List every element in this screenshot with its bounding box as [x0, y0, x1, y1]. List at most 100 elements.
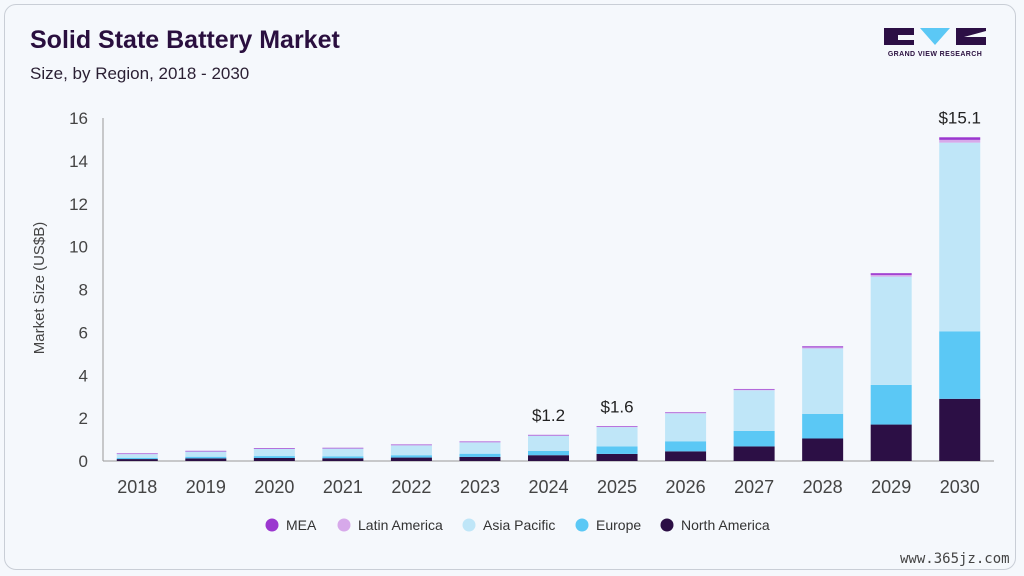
- bar-asia-pacific-2027: [733, 390, 775, 431]
- bar-latin-america-2025: [596, 426, 638, 428]
- bar-europe-2019: [185, 456, 227, 459]
- bar-mea-2030: [939, 137, 981, 140]
- bar-asia-pacific-2029: [870, 276, 912, 385]
- y-tick-label: 8: [79, 281, 88, 300]
- y-tick-label: 2: [79, 409, 88, 428]
- bar-europe-2023: [459, 453, 501, 457]
- annotations: $1.2 $1.6 $15.1: [532, 108, 981, 425]
- bar-north-america-2028: [802, 438, 844, 461]
- bar-europe-2029: [870, 384, 912, 425]
- y-tick-label: 16: [69, 109, 88, 128]
- total-label-2025: $1.6: [600, 397, 633, 416]
- bar-mea-2021: [322, 447, 364, 449]
- total-label-2030: $15.1: [938, 108, 981, 127]
- bar-north-america-2018: [116, 459, 158, 461]
- bar-latin-america-2030: [939, 139, 981, 143]
- x-tick-label: 2029: [871, 477, 911, 497]
- legend-swatch-asia-pacific: [462, 518, 476, 532]
- bar-europe-2026: [665, 441, 707, 452]
- legend-swatch-north-america: [660, 518, 674, 532]
- legend-label-latin-america: Latin America: [358, 517, 443, 533]
- bar-europe-2024: [528, 450, 569, 456]
- grand-view-research-logo: GRAND VIEW RESEARCH: [884, 28, 986, 62]
- bar-mea-2019: [185, 450, 227, 452]
- legend-swatch-mea: [265, 518, 279, 532]
- bar-asia-pacific-2024: [528, 435, 569, 451]
- legend-label-europe: Europe: [596, 517, 641, 533]
- bar-north-america-2026: [665, 451, 707, 461]
- bar-north-america-2019: [185, 458, 227, 461]
- bars: [116, 137, 981, 461]
- bar-europe-2020: [253, 456, 295, 458]
- bar-north-america-2029: [870, 424, 912, 461]
- x-tick-label: 2024: [528, 477, 568, 497]
- x-tick-label: 2030: [940, 477, 980, 497]
- bar-asia-pacific-2028: [802, 348, 844, 414]
- x-tick-label: 2022: [391, 477, 431, 497]
- bar-north-america-2025: [596, 453, 638, 461]
- bar-europe-2021: [322, 456, 364, 459]
- bar-asia-pacific-2022: [390, 445, 432, 456]
- total-label-2024: $1.2: [532, 406, 565, 425]
- y-tick-label: 6: [79, 323, 88, 342]
- chart-subtitle: Size, by Region, 2018 - 2030: [30, 64, 250, 83]
- bar-europe-2018: [116, 457, 158, 460]
- legend-label-north-america: North America: [681, 517, 770, 533]
- x-tick-label: 2018: [117, 477, 157, 497]
- bar-mea-2026: [665, 412, 707, 413]
- legend-swatch-latin-america: [337, 518, 351, 532]
- bar-north-america-2021: [322, 458, 364, 461]
- y-tick-label: 12: [69, 195, 88, 214]
- legend-label-mea: MEA: [286, 517, 317, 533]
- y-tick-label: 4: [79, 366, 88, 385]
- logo-mark-icon: [884, 28, 986, 45]
- x-tick-label: 2021: [323, 477, 363, 497]
- x-tick-label: 2027: [734, 477, 774, 497]
- x-tick-label: 2026: [666, 477, 706, 497]
- bar-mea-2022: [390, 444, 432, 446]
- bar-latin-america-2029: [870, 274, 912, 277]
- x-axis-ticks: 2018 2019 2020 2021 2022 2023 2024 2025 2026 2027…: [117, 477, 980, 497]
- bar-mea-2028: [802, 346, 844, 348]
- bar-latin-america-2027: [733, 389, 775, 391]
- chart-frame: [4, 4, 1016, 570]
- bar-north-america-2027: [733, 446, 775, 461]
- legend-label-asia-pacific: Asia Pacific: [483, 517, 555, 533]
- bar-latin-america-2028: [802, 347, 844, 349]
- bar-mea-2025: [596, 426, 638, 427]
- bar-mea-2023: [459, 441, 501, 443]
- y-axis-ticks: 0 2 4 6 8 10 12 14 16: [69, 109, 88, 471]
- bar-mea-2024: [528, 434, 569, 436]
- bar-asia-pacific-2023: [459, 442, 501, 454]
- x-tick-label: 2028: [803, 477, 843, 497]
- bar-asia-pacific-2018: [116, 454, 158, 458]
- bar-north-america-2022: [390, 457, 432, 461]
- bar-asia-pacific-2020: [253, 448, 295, 457]
- bar-mea-2018: [116, 453, 158, 455]
- bar-asia-pacific-2026: [665, 413, 707, 442]
- bar-mea-2029: [870, 273, 912, 275]
- bar-europe-2027: [733, 430, 775, 447]
- logo-text: GRAND VIEW RESEARCH: [887, 51, 983, 58]
- bar-north-america-2024: [528, 455, 569, 461]
- y-axis-label: Market Size (US$B): [31, 222, 48, 355]
- y-tick-label: 14: [69, 152, 88, 171]
- y-tick-label: 0: [79, 452, 88, 471]
- bar-europe-2028: [802, 413, 844, 439]
- bar-asia-pacific-2019: [185, 451, 227, 457]
- bar-europe-2022: [390, 455, 432, 458]
- legend-swatch-europe: [575, 518, 589, 532]
- bar-north-america-2030: [939, 398, 981, 461]
- legend: MEA Latin America Asia Pacific Europe North …: [265, 517, 770, 533]
- bar-north-america-2020: [253, 457, 295, 461]
- x-tick-label: 2025: [597, 477, 637, 497]
- bar-mea-2020: [253, 448, 295, 449]
- x-tick-label: 2019: [186, 477, 226, 497]
- bar-mea-2027: [733, 388, 775, 390]
- bar-north-america-2023: [459, 456, 501, 461]
- bar-europe-2030: [939, 331, 981, 399]
- x-tick-label: 2023: [460, 477, 500, 497]
- bar-asia-pacific-2021: [322, 448, 364, 457]
- bar-europe-2025: [596, 446, 638, 454]
